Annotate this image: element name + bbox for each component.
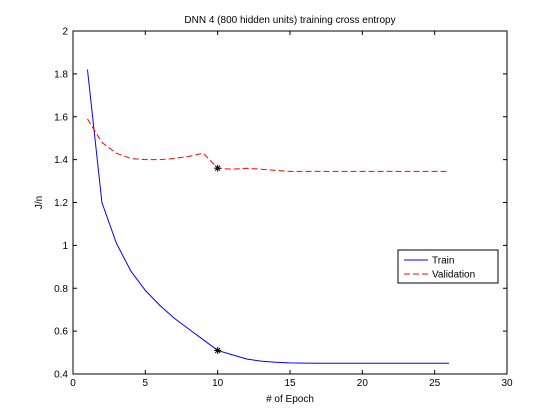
legend-box [397, 249, 499, 284]
y-tick-label: 2 [62, 27, 68, 38]
axes-box [72, 30, 508, 375]
series-line-validation [87, 118, 450, 172]
legend-label-train: Train [432, 256, 454, 267]
star-marker [214, 346, 222, 354]
y-tick-label: 0.6 [54, 327, 68, 338]
y-tick-label: 0.4 [54, 370, 68, 381]
y-tick-label: 1.2 [54, 198, 68, 209]
series-line-train [86, 69, 450, 364]
star-marker [214, 164, 222, 172]
x-tick-label: 30 [501, 378, 513, 389]
x-tick-label: 15 [284, 378, 296, 389]
y-axis-label: J/n [34, 196, 45, 209]
x-tick-label: 10 [212, 378, 224, 389]
y-tick-label: 1.6 [54, 112, 68, 123]
x-tick-label: 25 [429, 378, 441, 389]
plot-lines [86, 69, 450, 364]
chart-title: DNN 4 (800 hidden units) training cross … [184, 15, 395, 26]
y-tick-label: 0.8 [54, 284, 68, 295]
legend: Train Validation [397, 249, 499, 284]
x-axis-label: # of Epoch [266, 394, 314, 405]
x-tick-label: 20 [357, 378, 369, 389]
x-tick-label: 5 [143, 378, 149, 389]
y-tick-label: 1 [62, 241, 68, 252]
ticks: 0 5 10 15 20 25 30 0.4 0.6 0.8 1 1.2 1.4 1.6 1.8 2 [54, 27, 513, 390]
x-tick-label: 0 [70, 378, 76, 389]
y-tick-label: 1.4 [54, 155, 68, 166]
markers [214, 164, 222, 354]
legend-label-validation: Validation [432, 270, 475, 281]
y-tick-label: 1.8 [54, 69, 68, 80]
